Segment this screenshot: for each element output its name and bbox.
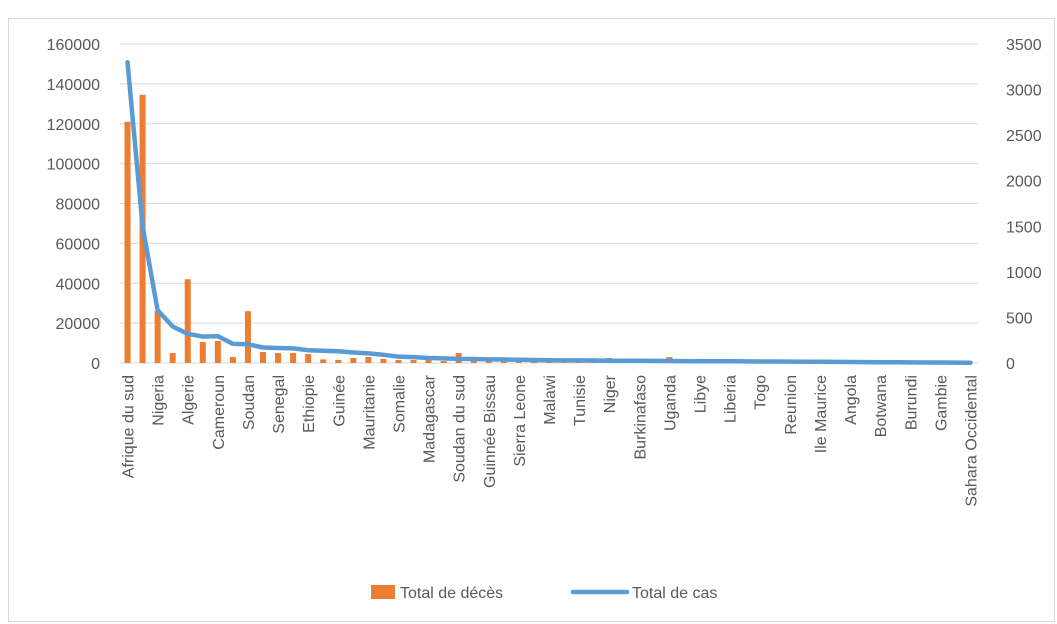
bar-total-deces bbox=[124, 121, 131, 363]
x-tick-label: Mauritanie bbox=[361, 375, 378, 450]
x-tick-label: Sahara Occidental bbox=[964, 375, 981, 507]
y-right-tick-label: 2500 bbox=[1006, 128, 1042, 145]
x-tick-label: Liberia bbox=[723, 375, 740, 423]
y-left-tick-label: 120000 bbox=[47, 117, 100, 134]
bar-total-deces bbox=[305, 354, 312, 363]
y-right-tick-label: 3500 bbox=[1006, 37, 1042, 54]
y-left-tick-label: 160000 bbox=[47, 37, 100, 54]
chart-frame bbox=[8, 18, 1055, 622]
bar-total-deces bbox=[500, 361, 507, 363]
bar-total-deces bbox=[244, 311, 251, 363]
bar-total-deces bbox=[335, 360, 342, 363]
bar-total-deces bbox=[530, 362, 537, 363]
x-tick-label: Togo bbox=[753, 375, 770, 410]
x-tick-label: Algerie bbox=[181, 375, 198, 425]
y-right-tick-label: 2000 bbox=[1006, 174, 1042, 191]
x-tick-label: Soudan bbox=[241, 375, 258, 430]
bar-total-deces bbox=[229, 357, 236, 363]
x-tick-label: Sierra Leone bbox=[512, 375, 529, 467]
x-tick-label: Botwana bbox=[873, 375, 890, 437]
bar-total-deces bbox=[350, 358, 357, 363]
y-right-tick-label: 1000 bbox=[1006, 265, 1042, 282]
x-tick-label: Libye bbox=[693, 375, 710, 413]
legend-label-total-deces: Total de décès bbox=[400, 585, 503, 602]
x-tick-label: Guinée bbox=[331, 375, 348, 427]
bar-total-deces bbox=[290, 353, 297, 363]
x-tick-label: Guinnée Bissau bbox=[482, 375, 499, 488]
y-right-tick-label: 3000 bbox=[1006, 83, 1042, 100]
x-tick-label: Madagascar bbox=[422, 374, 439, 463]
y-left-tick-label: 140000 bbox=[47, 77, 100, 94]
bar-total-deces bbox=[184, 279, 191, 363]
x-tick-label: Tunisie bbox=[572, 375, 589, 426]
bar-total-deces bbox=[470, 361, 477, 363]
x-tick-label: Angola bbox=[843, 375, 860, 425]
bar-total-deces bbox=[425, 360, 432, 363]
x-tick-label: Gambie bbox=[933, 375, 950, 431]
bar-total-deces bbox=[214, 341, 221, 363]
x-tick-label: Nigeria bbox=[151, 375, 168, 426]
x-tick-label: Ile Maurice bbox=[813, 375, 830, 453]
legend-label-total-cas: Total de cas bbox=[632, 585, 717, 602]
bar-total-deces bbox=[275, 353, 282, 363]
y-right-tick-label: 500 bbox=[1006, 310, 1033, 327]
bar-total-deces bbox=[154, 311, 161, 363]
y-left-tick-label: 80000 bbox=[56, 197, 101, 214]
x-tick-label: Afrique du sud bbox=[121, 375, 138, 478]
y-left-tick-label: 40000 bbox=[56, 276, 101, 293]
bar-total-deces bbox=[199, 342, 206, 363]
y-left-tick-label: 0 bbox=[91, 356, 100, 373]
bar-total-deces bbox=[380, 359, 387, 363]
x-tick-label: Ethiopie bbox=[301, 375, 318, 433]
y-left-tick-label: 60000 bbox=[56, 236, 101, 253]
x-tick-label: Reunion bbox=[783, 375, 800, 435]
x-tick-label: Cameroun bbox=[211, 375, 228, 450]
legend-swatch-total-deces bbox=[371, 585, 395, 599]
bar-total-deces bbox=[410, 360, 417, 363]
x-tick-label: Burkinafaso bbox=[632, 375, 649, 460]
bar-total-deces bbox=[365, 357, 372, 363]
y-right-tick-label: 1500 bbox=[1006, 219, 1042, 236]
bar-total-deces bbox=[169, 353, 176, 363]
y-right-tick-label: 0 bbox=[1006, 356, 1015, 373]
x-tick-label: Somalie bbox=[392, 375, 409, 433]
x-tick-label: Senegal bbox=[271, 375, 288, 434]
bar-total-deces bbox=[515, 361, 522, 363]
bar-total-deces bbox=[320, 359, 327, 363]
bar-total-deces bbox=[485, 361, 492, 363]
x-tick-label: Burundi bbox=[903, 375, 920, 430]
x-tick-label: Niger bbox=[602, 374, 619, 413]
x-tick-label: Malawi bbox=[542, 375, 559, 425]
y-left-tick-label: 20000 bbox=[56, 316, 101, 333]
bar-total-deces bbox=[440, 361, 447, 363]
bar-total-deces bbox=[395, 360, 402, 363]
x-tick-label: Uganda bbox=[662, 375, 679, 431]
bar-total-deces bbox=[259, 352, 267, 363]
x-tick-label: Soudan du sud bbox=[452, 375, 469, 483]
y-left-tick-label: 100000 bbox=[47, 157, 100, 174]
line-total-cas bbox=[125, 59, 973, 365]
